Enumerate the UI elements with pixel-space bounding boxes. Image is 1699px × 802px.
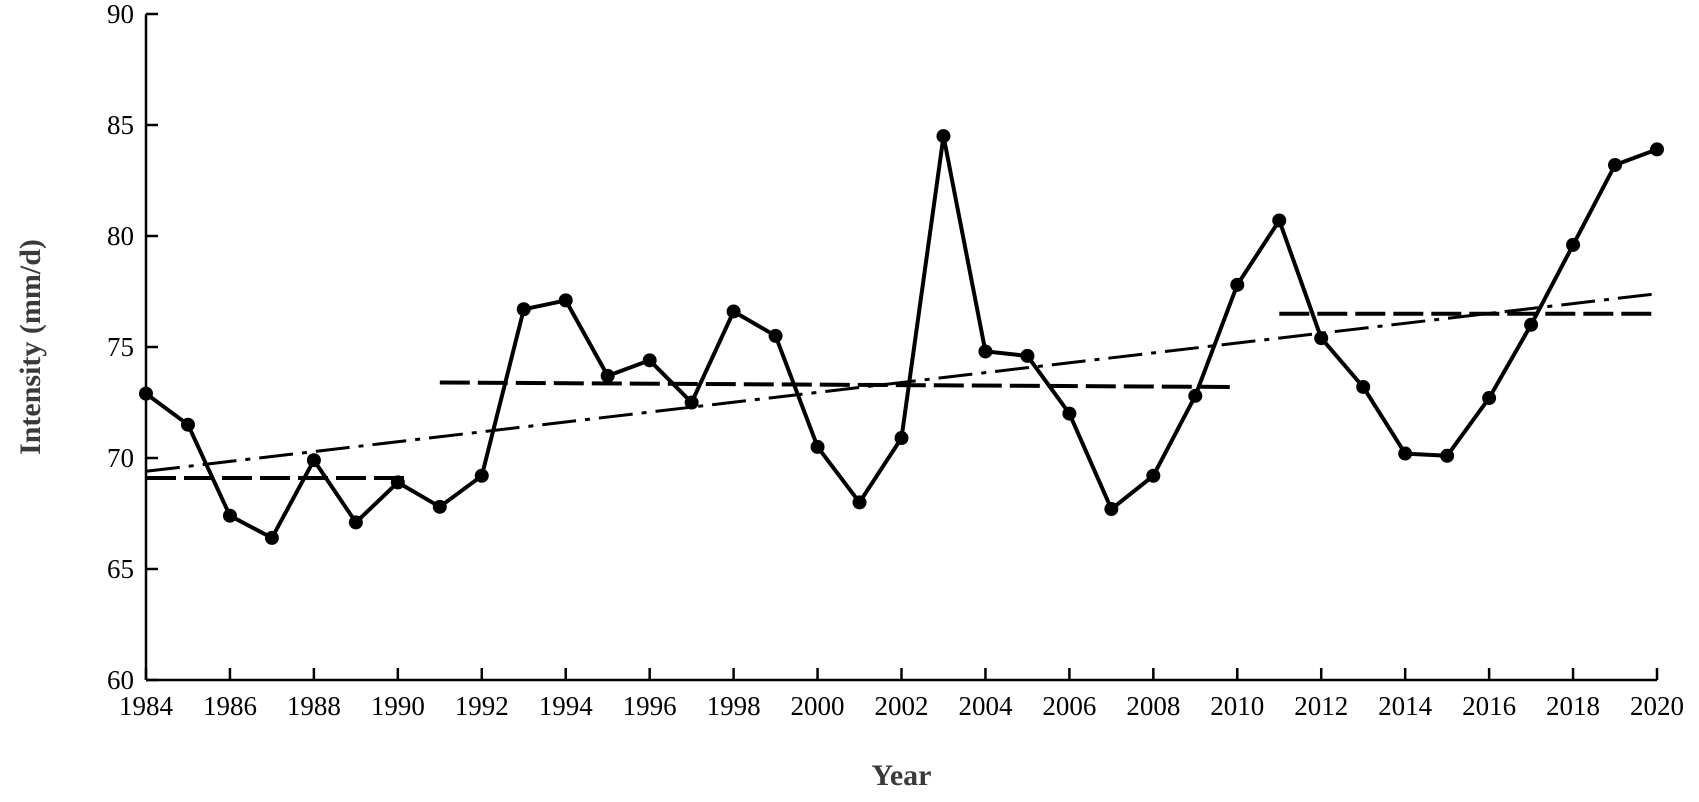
x-tick-label: 1988 (287, 691, 341, 721)
data-point-marker (1440, 448, 1455, 463)
data-point-marker (1104, 502, 1119, 517)
x-axis-title: Year (872, 759, 932, 792)
x-tick-label: 1998 (707, 691, 761, 721)
intensity-series-line (144, 134, 1658, 540)
y-tick-label: 80 (107, 221, 134, 251)
linear-trend-line (145, 292, 1658, 473)
data-point-marker (642, 353, 657, 368)
data-point-marker (1524, 317, 1539, 332)
x-tick-label: 1984 (119, 691, 174, 721)
data-point-marker (1230, 277, 1245, 292)
data-point-marker (1020, 348, 1035, 363)
data-point-marker (222, 508, 237, 523)
data-point-marker (684, 395, 699, 410)
y-tick-label: 70 (107, 443, 134, 473)
data-point-marker (474, 468, 489, 483)
segment-mean-line (439, 380, 1238, 389)
x-tick-label: 2010 (1210, 691, 1264, 721)
x-tick-label: 2012 (1294, 691, 1348, 721)
x-tick-label: 2016 (1462, 691, 1516, 721)
data-point-marker (936, 129, 951, 144)
data-point-marker (1314, 331, 1329, 346)
data-point-marker (852, 495, 867, 510)
x-tick-label: 2008 (1126, 691, 1180, 721)
data-point-marker (1608, 157, 1623, 172)
data-point-marker (810, 439, 825, 454)
y-axis-title: Intensity (mm/d) (14, 239, 47, 455)
x-tick-label: 1994 (539, 691, 594, 721)
y-axis-ticks: 60 65 70 75 80 85 90 (107, 0, 158, 695)
x-tick-label: 2002 (875, 691, 929, 721)
data-point-marker (768, 328, 783, 343)
axes (144, 14, 1657, 682)
x-tick-label: 2014 (1378, 691, 1433, 721)
data-point-marker (306, 453, 321, 468)
data-point-marker (1062, 406, 1077, 421)
y-tick-label: 60 (107, 665, 134, 695)
data-point-marker (348, 515, 363, 530)
x-axis-ticks: 1984 1986 1988 1990 1992 1994 1996 1998 2000 2002… (119, 668, 1684, 721)
data-point-marker (1188, 388, 1203, 403)
x-tick-label: 1996 (623, 691, 677, 721)
y-tick-label: 85 (107, 110, 134, 140)
x-tick-label: 2018 (1546, 691, 1600, 721)
x-tick-label: 1986 (203, 691, 257, 721)
data-point-marker (558, 293, 573, 308)
x-tick-label: 2000 (791, 691, 845, 721)
data-point-marker (1650, 142, 1664, 157)
data-point-marker (1356, 379, 1371, 394)
data-point-marker (978, 344, 993, 359)
y-tick-label: 90 (107, 0, 134, 29)
data-point-marker (1566, 237, 1581, 252)
data-point-marker (180, 417, 195, 432)
data-point-marker (726, 304, 741, 319)
x-tick-label: 2020 (1630, 691, 1684, 721)
x-tick-label: 1990 (371, 691, 425, 721)
data-point-marker (1398, 446, 1413, 461)
data-point-marker (1146, 468, 1161, 483)
data-point-marker (600, 368, 615, 383)
data-point-marker (432, 499, 447, 514)
data-point-marker (516, 302, 531, 317)
x-tick-label: 1992 (455, 691, 509, 721)
x-tick-label: 2006 (1042, 691, 1096, 721)
data-point-marker (139, 386, 153, 401)
data-point-marker (264, 530, 279, 545)
data-point-marker (1272, 213, 1287, 228)
y-tick-label: 65 (107, 554, 134, 584)
data-point-marker (1482, 391, 1497, 406)
y-tick-label: 75 (107, 332, 134, 362)
series-layer (139, 129, 1664, 545)
x-tick-label: 2004 (958, 691, 1013, 721)
data-point-marker (894, 431, 909, 446)
